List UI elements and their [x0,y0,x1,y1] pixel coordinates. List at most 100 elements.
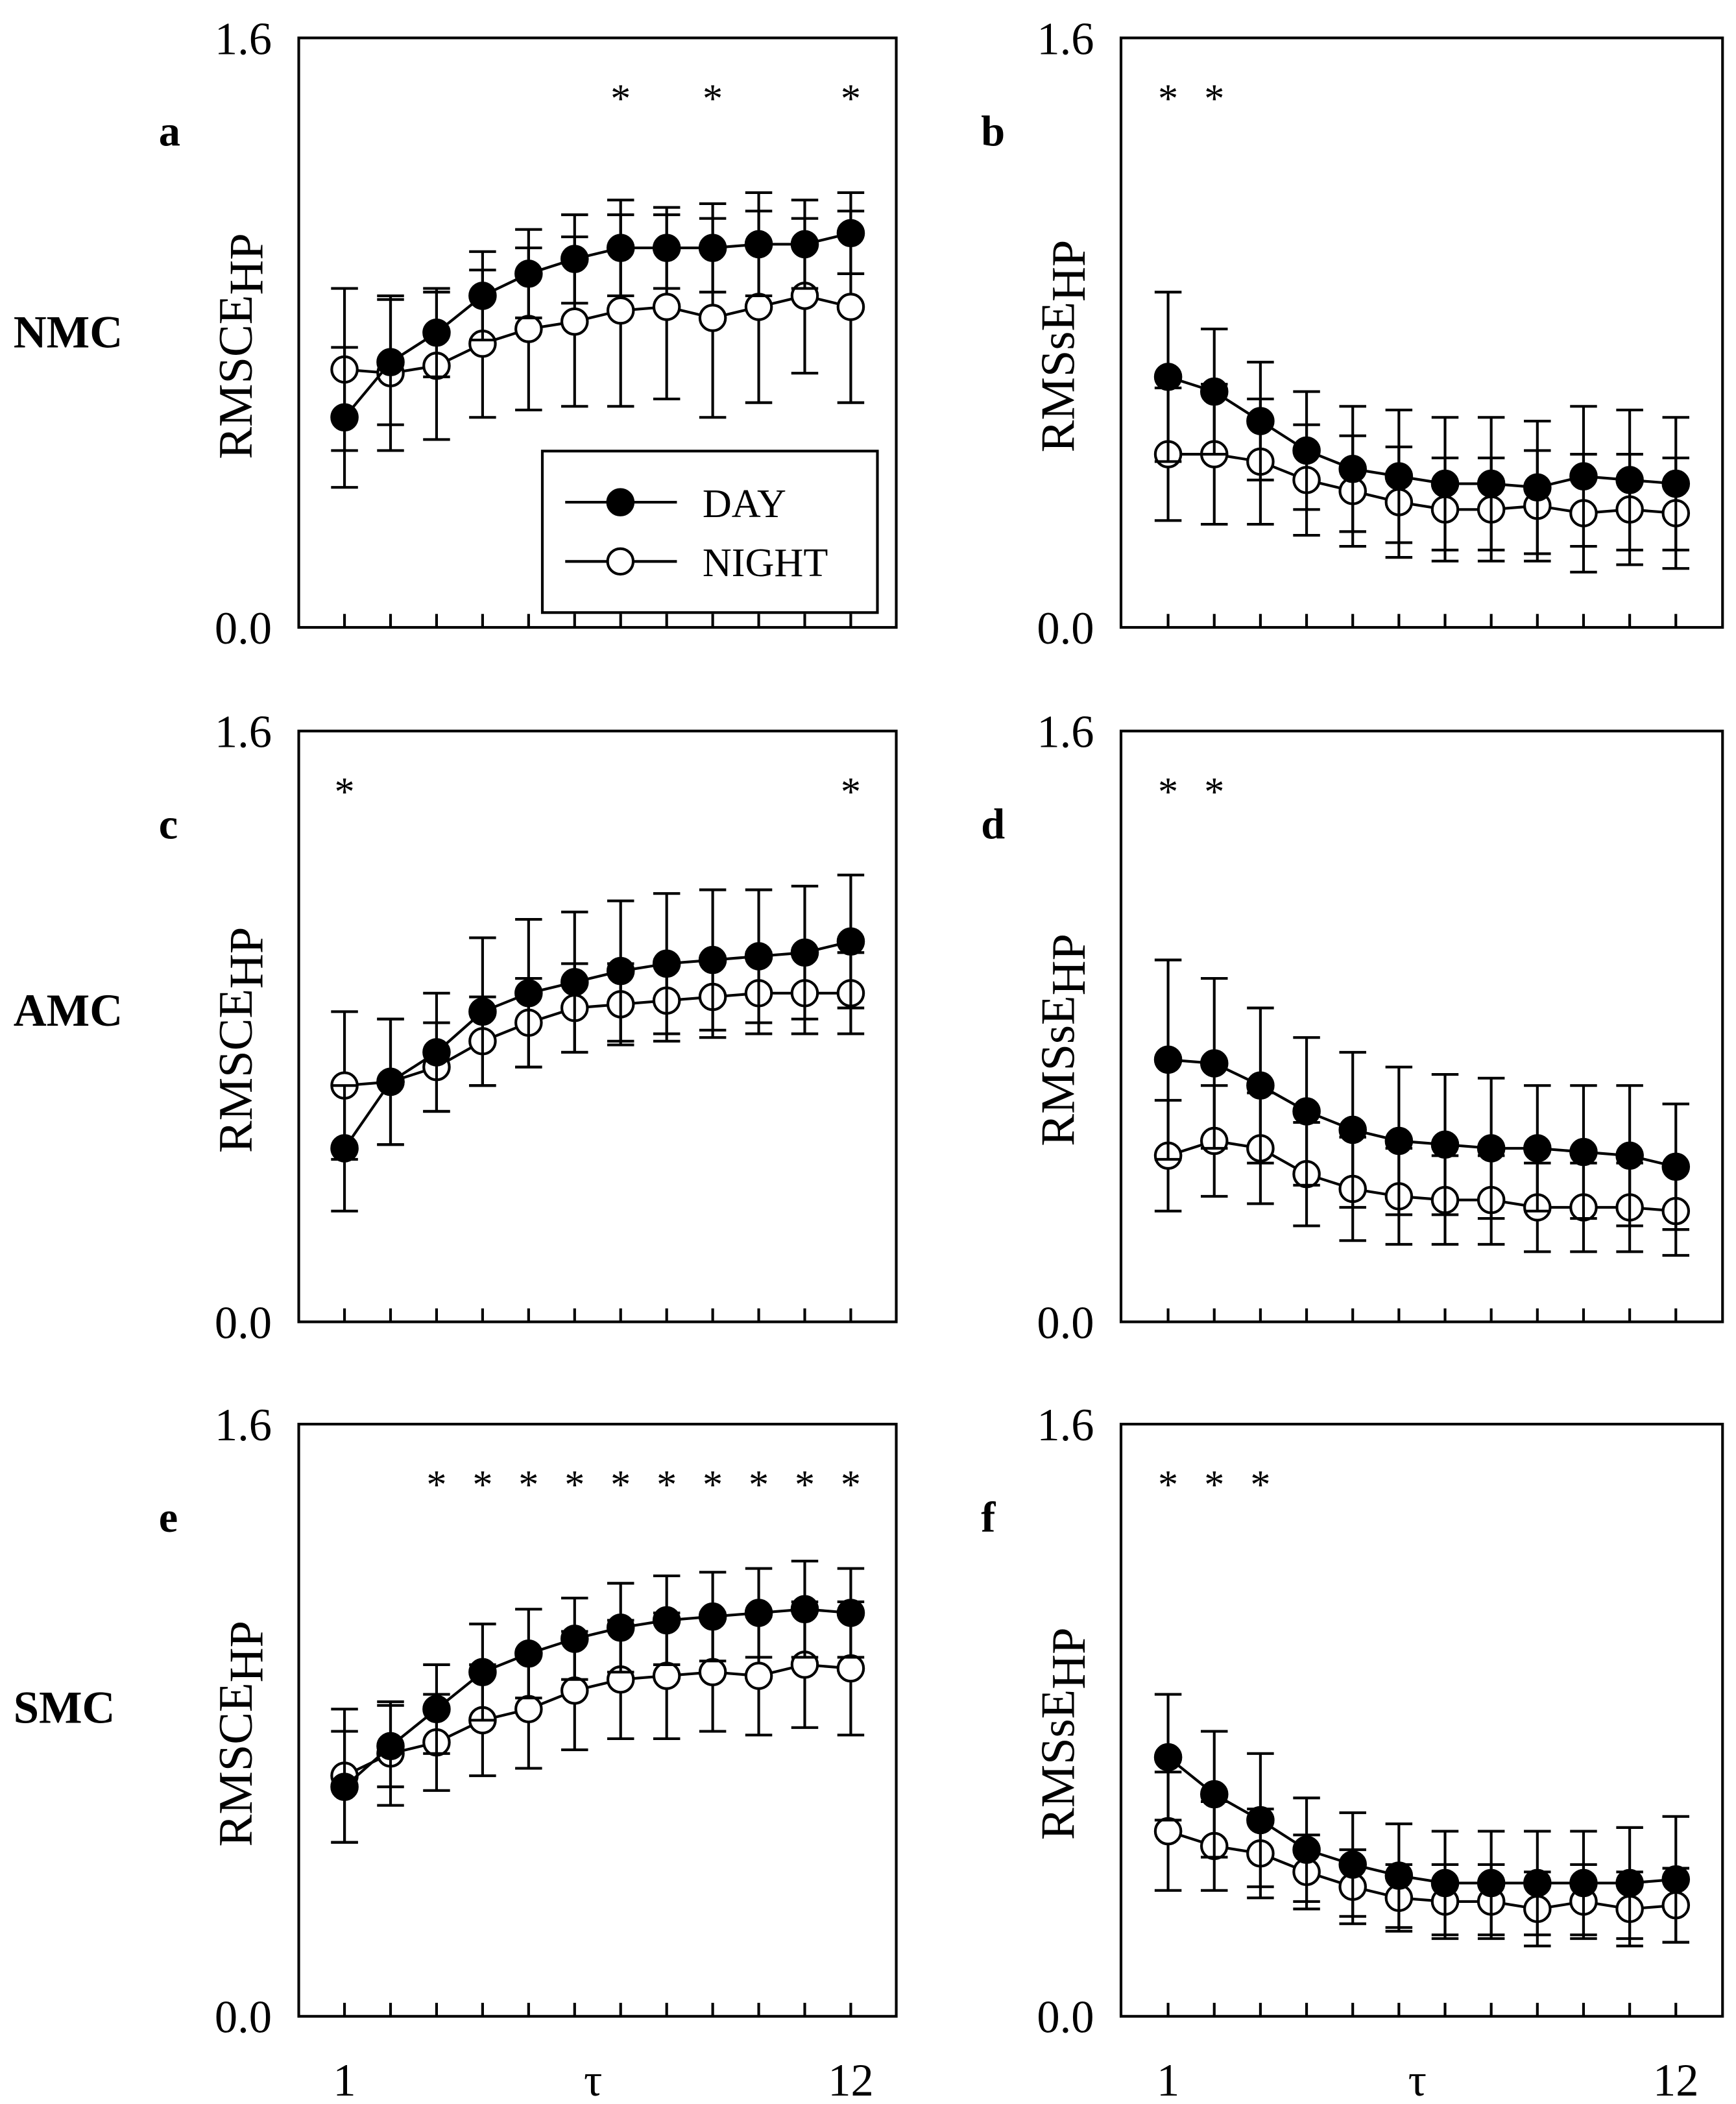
data-point [514,1695,543,1724]
series-night [330,951,865,1161]
panel-letter: c [159,801,178,849]
y-tick-label: 1.6 [1037,707,1094,758]
series-line [1167,1756,1676,1885]
data-point [698,1658,727,1687]
significance-star: * [841,1463,861,1507]
data-point [1477,1868,1506,1898]
data-point [1615,1868,1644,1898]
data-point [606,956,635,985]
y-axis-label-main: RMSsE [1031,302,1085,452]
data-point [1292,1835,1321,1864]
data-point [698,945,727,974]
data-point [836,1599,865,1627]
panel-e: 0.0 1.6 e RMSCEHP 1 τ 12 * * * * * * * * * * [159,1400,898,2104]
data-point [468,1658,497,1687]
data-point [1615,466,1644,494]
data-point [744,1662,773,1690]
series-night [330,1600,865,1844]
data-point [560,1676,589,1705]
data-point [1200,1049,1229,1078]
row-label-nmc: NMC [14,308,123,358]
legend: DAY NIGHT [540,450,879,614]
data-point [560,307,589,336]
legend-label-day: DAY [703,482,786,526]
data-point [1661,469,1691,498]
data-point [376,348,405,376]
data-point [652,234,681,262]
significance-star: * [518,1463,538,1507]
data-point [1430,1868,1460,1898]
y-tick-label: 1.6 [215,14,272,64]
data-point [1523,473,1552,502]
y-tick-label: 0.0 [215,1298,272,1348]
data-point [606,234,635,262]
data-point [1246,1071,1275,1100]
panel-a: 0.0 1.6 a RMSCEHP * * * DAY NIGHT [159,14,898,654]
data-point [422,1038,451,1067]
data-point [1292,1097,1321,1126]
series-night [1153,1771,1691,1948]
data-point [1153,363,1183,391]
y-axis-label: RMSsEHP [1031,934,1096,1146]
data-point [514,979,543,1008]
data-point [330,1772,359,1801]
data-point [744,230,773,259]
data-point [1569,1868,1598,1898]
x-tick-label: 1 [333,2055,356,2104]
data-point [1200,377,1229,406]
series-line [1167,1139,1676,1213]
y-axis-label: RMSCEHP [209,233,274,459]
significance-star: * [564,1463,585,1507]
data-point [560,1625,589,1653]
data-point [836,293,865,321]
data-point [514,260,543,288]
data-point [376,1732,405,1761]
panel-letter: f [981,1494,996,1542]
series-line [1168,1058,1676,1168]
data-point [1477,1134,1506,1163]
plot-frame [1119,36,1724,629]
data-point [698,304,727,332]
series-day [330,873,865,1213]
data-point [1292,436,1321,465]
y-axis-label-subscript: HP [220,927,274,989]
series-line [1168,453,1676,515]
significance-star: * [610,77,631,121]
data-point [652,1662,681,1690]
panel-b: 0.0 1.6 b RMSsEHP * * [981,14,1724,654]
significance-star: * [841,77,861,121]
significance-star: * [334,770,354,814]
data-point [1153,1045,1183,1074]
data-point [836,219,865,248]
data-point [790,1595,819,1624]
x-tick-label: 1 [1157,2055,1179,2104]
data-point [468,997,497,1026]
plot-frame [297,36,898,629]
data-point [1338,1850,1367,1879]
data-point [652,1606,681,1635]
data-point [1338,455,1367,483]
series-day [1153,291,1691,555]
series-night [330,210,865,452]
y-axis-label-subscript: HP [1042,1627,1096,1689]
y-axis-label-subscript: HP [1042,240,1096,302]
y-tick-label: 0.0 [1037,1992,1094,2043]
row-label-smc: SMC [14,1683,115,1734]
y-axis-label-main: RMSCE [209,295,263,459]
series-line [343,1608,851,1788]
data-point [1661,1152,1691,1181]
y-tick-label: 0.0 [1037,603,1094,654]
data-point [744,1599,773,1627]
data-point [560,245,589,273]
data-point [330,1134,359,1163]
significance-star: * [472,1463,492,1507]
data-point [514,315,543,343]
data-point [1384,1126,1414,1155]
significance-star: * [1158,770,1178,814]
data-point [652,949,681,978]
data-point [1430,1130,1460,1159]
data-point [1384,1861,1414,1890]
data-point [330,403,359,432]
legend-marker-night [606,547,635,576]
